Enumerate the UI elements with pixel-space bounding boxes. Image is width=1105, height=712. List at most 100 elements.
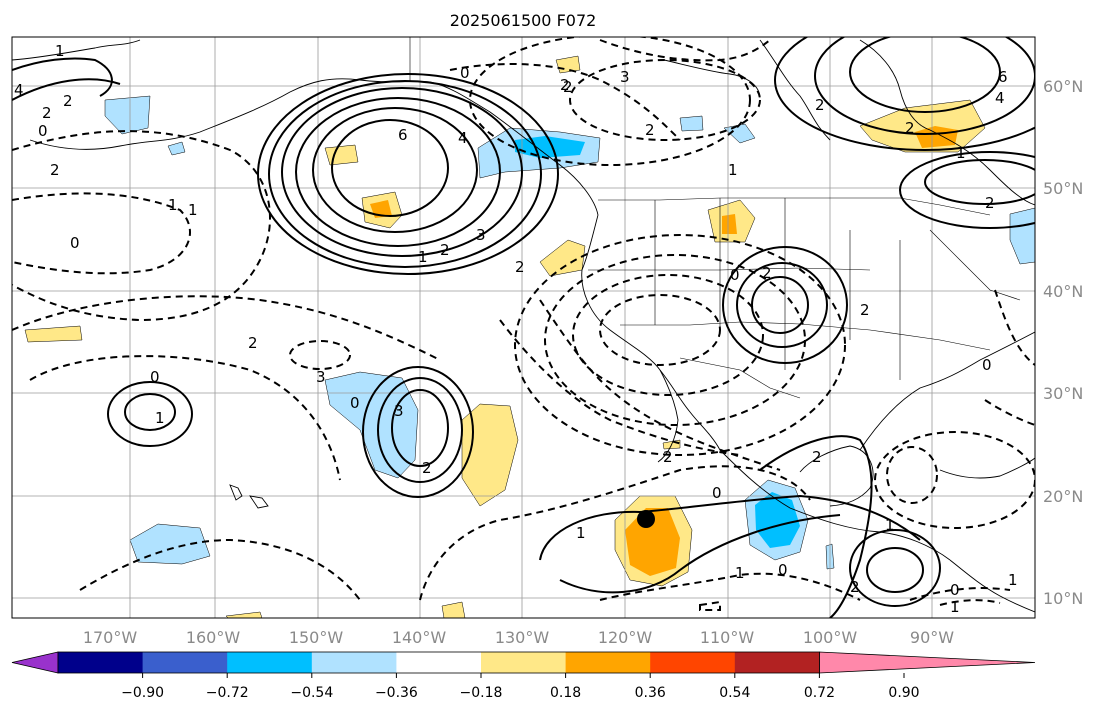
contour-label: 3 — [394, 402, 404, 420]
contour-label: 4 — [995, 89, 1005, 107]
lon-label: 110°W — [700, 628, 755, 647]
contour-label: 2 — [563, 78, 573, 96]
contour-label: 1 — [418, 248, 428, 266]
contour-label: 1 — [55, 42, 65, 60]
negative-contours — [12, 37, 1035, 611]
contour-label: 2 — [812, 448, 822, 466]
lat-label: 30°N — [1043, 384, 1083, 403]
contour-label: 2 — [50, 161, 60, 179]
map-title: 2025061500 F072 — [450, 11, 597, 30]
contour-label: 6 — [998, 68, 1008, 86]
contour-label: 0 — [982, 356, 992, 374]
contour-label: 2 — [985, 194, 995, 212]
lat-label: 50°N — [1043, 179, 1083, 198]
lat-label: 40°N — [1043, 282, 1083, 301]
positive-contours — [12, 37, 1035, 618]
contour-label: 2 — [63, 92, 73, 110]
colorbar-extension-low — [11, 651, 59, 674]
contour-label: 2 — [905, 119, 915, 137]
contour-label: 2 — [42, 104, 52, 122]
contour-labels: 2 4 0 6 4 3 2 0 2 2 2 1 1 0 3 2 2 3 0 3 … — [14, 42, 1018, 616]
political-borders — [409, 37, 1021, 399]
contour-label: 2 — [422, 459, 432, 477]
contour-label: 3 — [476, 226, 486, 244]
contour-label: 0 — [350, 394, 360, 412]
map-area: 2 4 0 6 4 3 2 0 2 2 2 1 1 0 3 2 2 3 0 3 … — [12, 37, 1035, 618]
lon-label: 130°W — [495, 628, 550, 647]
colorbar-bin — [481, 652, 567, 673]
contour-label: 4 — [14, 81, 24, 99]
contour-label: 1 — [155, 409, 165, 427]
colorbar-tick-label: −0.72 — [206, 685, 249, 701]
colorbar-tick-label: −0.54 — [290, 685, 333, 701]
contour-label: 0 — [778, 561, 788, 579]
latitude-labels: 60°N 50°N 40°N 30°N 20°N 10°N — [1043, 77, 1083, 608]
map-frame — [11, 36, 1036, 619]
contour-label: 1 — [950, 598, 960, 616]
contour-label: 2 — [663, 448, 673, 466]
lat-label: 20°N — [1043, 487, 1083, 506]
contour-label: 2 — [560, 76, 570, 94]
contour-label: 0 — [950, 581, 960, 599]
lat-label: 10°N — [1043, 589, 1083, 608]
contour-label: 0 — [460, 64, 470, 82]
contour-label: 2 — [515, 258, 525, 276]
colorbar-tick-label: −0.90 — [121, 685, 164, 701]
lon-label: 160°W — [186, 628, 241, 647]
colorbar-tick-label: 0.90 — [888, 685, 919, 701]
colorbar-extension-high — [819, 651, 1036, 674]
contour-label: 6 — [398, 126, 408, 144]
contour-label: 0 — [150, 368, 160, 386]
lon-label: 150°W — [289, 628, 344, 647]
contour-label: 1 — [885, 516, 895, 534]
longitude-labels: 170°W 160°W 150°W 140°W 130°W 120°W 110°… — [83, 628, 954, 647]
contour-label: 1 — [168, 196, 178, 214]
storm-center-dot — [637, 510, 655, 528]
contour-label: 0 — [730, 266, 740, 284]
contour-label: 2 — [850, 578, 860, 596]
colorbar: −0.90 −0.72 −0.54 −0.36 −0.18 0.18 0.36 0.54 0.7… — [11, 651, 1036, 701]
lon-label: 90°W — [910, 628, 954, 647]
colorbar-tick-label: −0.18 — [460, 685, 503, 701]
contour-label: 2 — [440, 241, 450, 259]
colorbar-tick-label: 0.54 — [719, 685, 750, 701]
colorbar-frame — [57, 651, 820, 674]
lon-label: 170°W — [83, 628, 138, 647]
colorbar-bin — [311, 652, 397, 673]
contour-label: 1 — [735, 564, 745, 582]
contour-label: 0 — [712, 484, 722, 502]
contour-label: 1 — [728, 161, 738, 179]
contour-label: 1 — [956, 144, 966, 162]
contour-label: 3 — [620, 68, 630, 86]
colorbar-bin — [227, 652, 313, 673]
contour-label: 1 — [1008, 571, 1018, 589]
contour-label: 3 — [316, 368, 326, 386]
colorbar-bin — [650, 652, 736, 673]
colorbar-bin — [734, 652, 820, 673]
lat-label: 60°N — [1043, 77, 1083, 96]
contour-label: 4 — [458, 129, 468, 147]
contour-label: 2 — [860, 301, 870, 319]
colorbar-tick-label: 0.72 — [804, 685, 835, 701]
contour-label: 1 — [188, 201, 198, 219]
contour-label: 0 — [38, 122, 48, 140]
contour-label: 0 — [70, 234, 80, 252]
colorbar-tick-label: 0.18 — [550, 685, 581, 701]
contour-label: 2 — [645, 121, 655, 139]
lon-label: 120°W — [598, 628, 653, 647]
colorbar-bin — [142, 652, 228, 673]
colorbar-tick-label: 0.36 — [635, 685, 666, 701]
contour-label: 2 — [248, 334, 258, 352]
colorbar-bin — [396, 652, 482, 673]
lon-label: 100°W — [803, 628, 858, 647]
contour-label: 1 — [576, 524, 586, 542]
colorbar-tick-label: −0.36 — [375, 685, 418, 701]
graticule — [12, 37, 1035, 618]
contour-label: 2 — [815, 96, 825, 114]
colorbar-bin — [565, 652, 651, 673]
shaded-anomalies — [24, 55, 1035, 618]
contour-label: 2 — [762, 264, 772, 282]
colorbar-bin — [58, 652, 144, 673]
lon-label: 140°W — [392, 628, 447, 647]
